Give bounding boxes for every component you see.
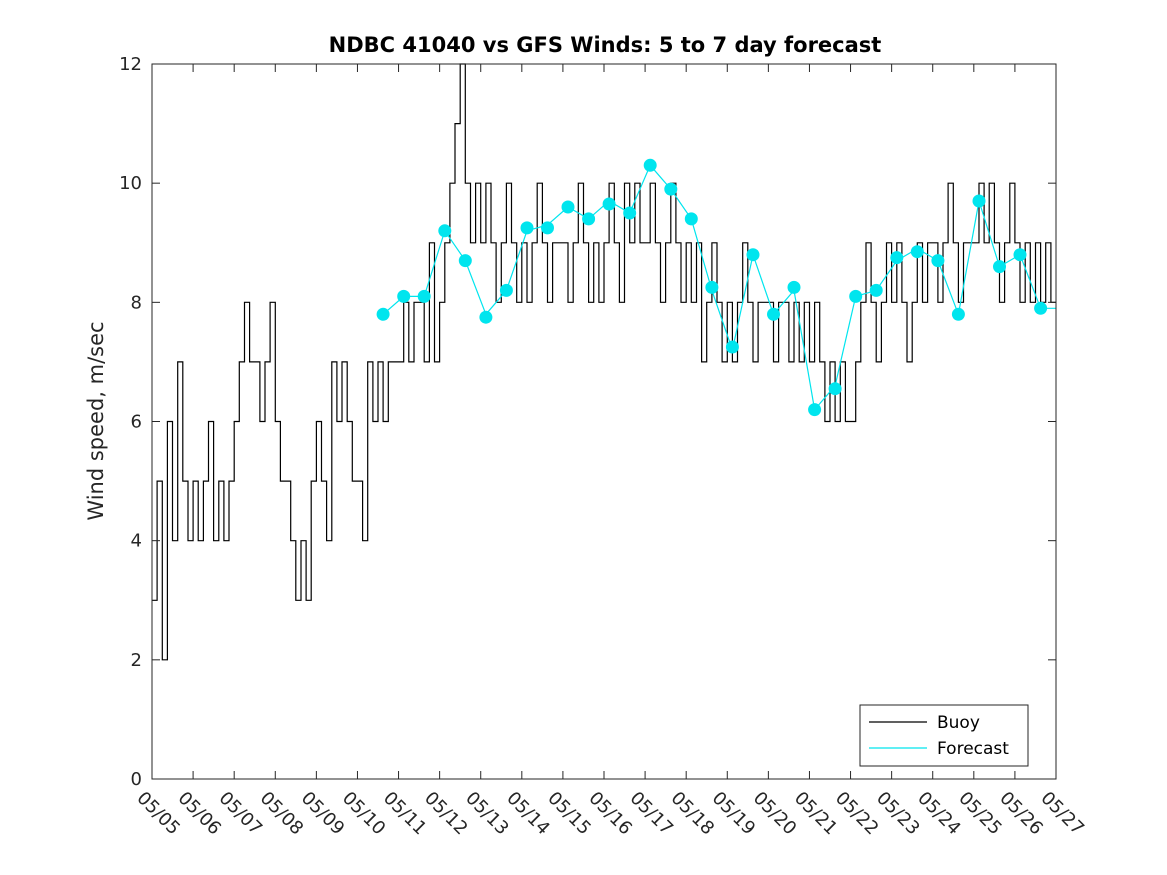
- x-tick-label-8: 05/13: [461, 788, 513, 840]
- forecast-marker-14: [664, 182, 678, 196]
- x-tick-label-5: 05/10: [338, 788, 390, 840]
- legend: Buoy Forecast: [859, 704, 1029, 767]
- forecast-marker-24: [869, 283, 883, 297]
- forecast-marker-2: [417, 289, 431, 303]
- x-tick-label-19: 05/24: [913, 788, 965, 840]
- forecast-marker-32: [1034, 301, 1048, 315]
- x-tick-label-4: 05/09: [297, 788, 349, 840]
- x-tick-label-3: 05/08: [256, 788, 308, 840]
- y-tick-label-0: 0: [131, 769, 142, 790]
- forecast-marker-15: [684, 212, 698, 226]
- forecast-marker-31: [1013, 248, 1027, 262]
- forecast-marker-8: [541, 221, 554, 235]
- forecast-marker-18: [746, 248, 760, 262]
- chart-title: NDBC 41040 vs GFS Winds: 5 to 7 day fore…: [329, 33, 882, 57]
- x-tick-label-2: 05/07: [215, 788, 267, 840]
- x-tick-label-11: 05/16: [584, 788, 636, 840]
- forecast-marker-19: [767, 307, 780, 321]
- forecast-marker-0: [376, 307, 390, 321]
- legend-label-1: Forecast: [937, 739, 1009, 759]
- x-tick-label-21: 05/26: [995, 788, 1047, 840]
- x-tick-label-10: 05/15: [543, 788, 595, 840]
- x-tick-label-18: 05/23: [872, 788, 924, 840]
- forecast-marker-1: [397, 289, 411, 303]
- forecast-marker-22: [828, 382, 842, 396]
- x-tick-label-6: 05/11: [379, 788, 431, 840]
- x-tick-label-12: 05/17: [626, 788, 678, 840]
- x-tick-label-20: 05/25: [954, 788, 1006, 840]
- forecast-marker-29: [972, 194, 986, 208]
- series-buoy-line: [152, 63, 1056, 661]
- series-forecast-line: [382, 164, 1056, 411]
- y-tick-label-1: 2: [131, 650, 142, 671]
- forecast-marker-11: [602, 197, 616, 211]
- forecast-marker-23: [849, 289, 863, 303]
- x-tick-label-22: 05/27: [1036, 788, 1088, 840]
- x-tick-label-9: 05/14: [502, 788, 554, 840]
- x-tick-label-17: 05/22: [831, 788, 883, 840]
- forecast-marker-9: [561, 200, 575, 214]
- forecast-marker-10: [582, 212, 596, 226]
- forecast-marker-27: [931, 254, 945, 268]
- x-tick-label-16: 05/21: [790, 788, 842, 840]
- forecast-marker-25: [890, 251, 904, 265]
- forecast-marker-30: [993, 260, 1006, 274]
- x-tick-label-13: 05/18: [667, 788, 719, 840]
- y-tick-label-3: 6: [131, 412, 142, 433]
- forecast-marker-13: [643, 158, 657, 172]
- forecast-marker-6: [499, 283, 513, 297]
- y-tick-label-4: 8: [131, 292, 142, 313]
- forecast-marker-17: [725, 340, 739, 354]
- plot-background: [152, 64, 1056, 779]
- x-tick-label-1: 05/06: [174, 788, 226, 840]
- forecast-marker-5: [479, 310, 493, 324]
- x-tick-label-7: 05/12: [420, 788, 472, 840]
- forecast-marker-4: [458, 254, 472, 268]
- forecast-marker-20: [787, 280, 801, 294]
- forecast-marker-21: [808, 403, 822, 417]
- forecast-marker-12: [623, 206, 637, 220]
- y-tick-label-6: 12: [119, 54, 142, 75]
- forecast-marker-7: [520, 221, 534, 235]
- forecast-marker-16: [705, 280, 719, 294]
- y-axis-label: Wind speed, m/sec: [84, 321, 108, 520]
- x-tick-label-14: 05/19: [708, 788, 760, 840]
- legend-box: [859, 704, 1029, 767]
- y-tick-label-2: 4: [131, 531, 142, 552]
- y-tick-label-5: 10: [119, 173, 142, 194]
- legend-label-0: Buoy: [937, 713, 980, 733]
- forecast-marker-28: [951, 307, 965, 321]
- x-tick-label-15: 05/20: [749, 788, 801, 840]
- x-tick-label-0: 05/05: [132, 788, 184, 840]
- forecast-marker-3: [438, 224, 452, 238]
- forecast-marker-26: [910, 245, 924, 259]
